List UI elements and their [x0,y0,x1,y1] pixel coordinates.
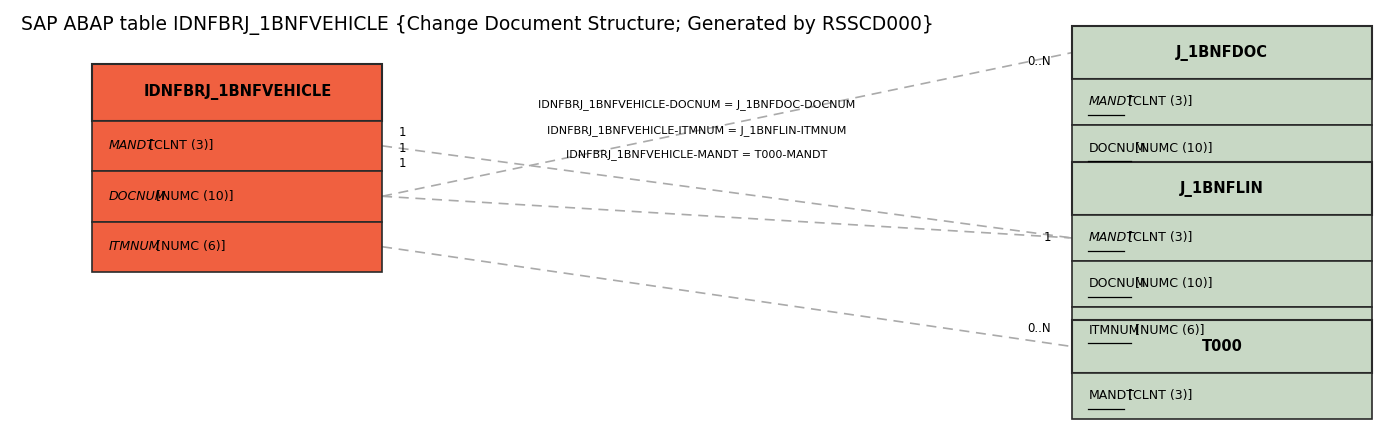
FancyBboxPatch shape [1072,307,1372,353]
FancyBboxPatch shape [1072,79,1372,125]
FancyBboxPatch shape [1072,162,1372,215]
Text: [CLNT (3)]: [CLNT (3)] [1124,389,1193,402]
Text: MANDT: MANDT [1089,231,1135,245]
Text: J_1BNFLIN: J_1BNFLIN [1181,181,1264,197]
Text: [CLNT (3)]: [CLNT (3)] [144,140,214,152]
Text: 1: 1 [1043,231,1051,245]
Text: [NUMC (6)]: [NUMC (6)] [151,240,225,253]
FancyBboxPatch shape [1072,125,1372,171]
FancyBboxPatch shape [1072,373,1372,419]
Text: IDNFBRJ_1BNFVEHICLE-MANDT = T000-MANDT: IDNFBRJ_1BNFVEHICLE-MANDT = T000-MANDT [565,149,828,160]
Text: [NUMC (10)]: [NUMC (10)] [151,190,233,203]
FancyBboxPatch shape [93,64,382,120]
Text: IDNFBRJ_1BNFVEHICLE-DOCNUM = J_1BNFDOC-DOCNUM: IDNFBRJ_1BNFVEHICLE-DOCNUM = J_1BNFDOC-D… [538,99,856,110]
Text: DOCNUM: DOCNUM [1089,142,1146,155]
FancyBboxPatch shape [1072,215,1372,261]
Text: DOCNUM: DOCNUM [1089,277,1146,291]
Text: DOCNUM: DOCNUM [108,190,167,203]
Text: [CLNT (3)]: [CLNT (3)] [1124,231,1193,245]
Text: J_1BNFDOC: J_1BNFDOC [1176,45,1268,61]
Text: T000: T000 [1201,339,1243,354]
FancyBboxPatch shape [1072,26,1372,79]
FancyBboxPatch shape [93,120,382,171]
FancyBboxPatch shape [93,222,382,272]
Text: ITMNUM: ITMNUM [1089,323,1139,337]
Text: 1: 1 [399,142,406,155]
Text: [NUMC (6)]: [NUMC (6)] [1131,323,1204,337]
Text: MANDT: MANDT [1089,96,1135,109]
Text: ITMNUM: ITMNUM [108,240,160,253]
Text: [NUMC (10)]: [NUMC (10)] [1131,142,1213,155]
Text: [NUMC (10)]: [NUMC (10)] [1131,277,1213,291]
Text: 1: 1 [399,126,406,139]
Text: IDNFBRJ_1BNFVEHICLE: IDNFBRJ_1BNFVEHICLE [143,84,332,100]
Text: [CLNT (3)]: [CLNT (3)] [1124,96,1193,109]
FancyBboxPatch shape [1072,320,1372,373]
Text: 1: 1 [399,157,406,170]
Text: 0..N: 0..N [1028,55,1051,68]
FancyBboxPatch shape [1072,261,1372,307]
Text: SAP ABAP table IDNFBRJ_1BNFVEHICLE {Change Document Structure; Generated by RSSC: SAP ABAP table IDNFBRJ_1BNFVEHICLE {Chan… [21,16,933,35]
Text: MANDT: MANDT [108,140,156,152]
Text: MANDT: MANDT [1089,389,1135,402]
FancyBboxPatch shape [93,171,382,222]
Text: 0..N: 0..N [1028,323,1051,335]
Text: IDNFBRJ_1BNFVEHICLE-ITMNUM = J_1BNFLIN-ITMNUM: IDNFBRJ_1BNFVEHICLE-ITMNUM = J_1BNFLIN-I… [547,125,846,136]
